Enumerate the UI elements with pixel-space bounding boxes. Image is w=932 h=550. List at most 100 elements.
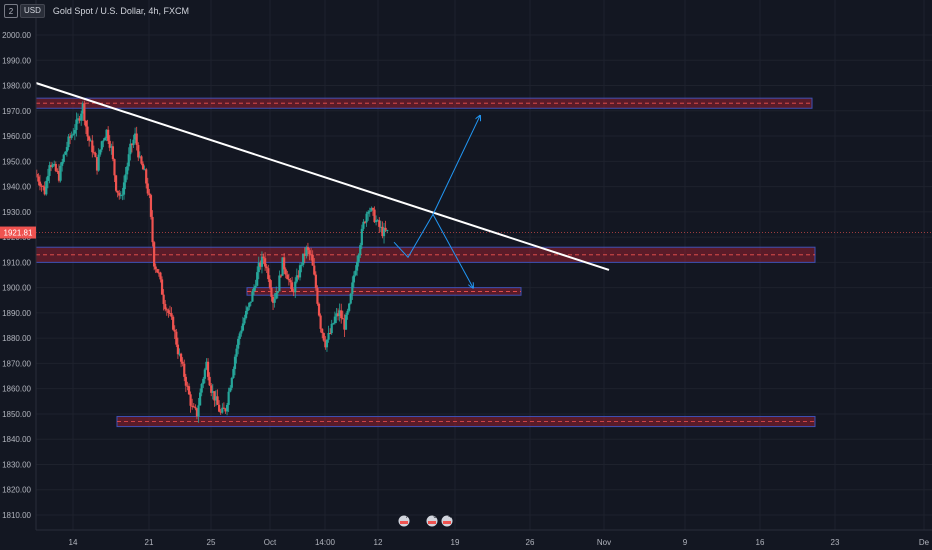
candle-body	[363, 221, 367, 223]
x-tick-label: 19	[451, 538, 460, 547]
candle-body	[37, 176, 40, 182]
candle-body	[373, 209, 376, 223]
candle-body	[135, 133, 138, 146]
candle-body	[205, 361, 208, 370]
candle-body	[46, 175, 49, 181]
candle-body	[92, 152, 95, 154]
candle-body	[172, 316, 175, 330]
candle-body	[273, 298, 276, 303]
support-resistance-zones	[35, 97, 816, 428]
candle-body	[230, 377, 233, 388]
candle-body	[248, 302, 251, 308]
candle-body	[89, 140, 92, 142]
candle-body	[252, 287, 256, 292]
candle-body	[321, 328, 324, 334]
y-tick-label: 1840.00	[2, 435, 31, 444]
candle-body	[305, 247, 308, 256]
candle-body	[75, 119, 78, 130]
candle-body	[168, 312, 172, 314]
candle-body	[259, 262, 262, 267]
price-badge-bg	[0, 226, 36, 239]
candle-body	[49, 165, 53, 167]
candle-body	[370, 208, 373, 211]
candle-body	[160, 279, 164, 295]
y-axis: 2000.00 1990.00 1980.00 1970.00 1960.00 1950.…	[0, 0, 37, 530]
candle-body	[97, 154, 100, 171]
candle-body	[375, 220, 378, 223]
candle-body	[278, 275, 281, 292]
candle-body	[40, 185, 43, 187]
candle-body	[191, 405, 194, 407]
candle-body	[165, 309, 168, 311]
candle-body	[341, 318, 344, 320]
candle-body	[325, 339, 329, 348]
candle-body	[349, 293, 352, 304]
x-tick-label: 9	[683, 538, 688, 547]
candle-body	[138, 156, 141, 158]
candle-body	[330, 323, 333, 334]
candle-body	[265, 266, 268, 269]
candle-body	[121, 194, 124, 196]
y-tick-label: 1880.00	[2, 334, 31, 343]
scale-icon[interactable]: 2	[4, 4, 18, 18]
candle-body	[124, 174, 127, 183]
candle-body	[292, 291, 295, 293]
candle-body	[94, 152, 97, 158]
y-tick-label: 1950.00	[2, 157, 31, 166]
candle-body	[309, 254, 313, 256]
candle-body	[327, 333, 330, 340]
candle-body	[153, 242, 156, 267]
candle-body	[186, 385, 189, 387]
candle-body	[249, 301, 252, 303]
candle-body	[313, 265, 316, 275]
candle-body	[164, 304, 167, 310]
candle-body	[148, 193, 151, 196]
candle-body	[133, 133, 137, 140]
candle-body	[284, 269, 287, 275]
candle-body	[254, 285, 257, 288]
y-tick-label: 1990.00	[2, 56, 31, 65]
candle-body	[271, 296, 275, 303]
candle-body	[251, 291, 254, 302]
candle-body	[132, 139, 135, 146]
candle-body	[297, 275, 300, 278]
candle-body	[83, 103, 86, 121]
candle-body	[376, 220, 379, 222]
x-tick-label: 26	[526, 538, 535, 547]
candle-body	[260, 256, 264, 267]
candle-body	[61, 161, 64, 166]
candle-body	[367, 211, 370, 214]
y-tick-label: 1940.00	[2, 183, 31, 192]
x-tick-label: 16	[756, 538, 765, 547]
candle-body	[289, 280, 292, 283]
x-tick-label: Nov	[597, 538, 611, 547]
candle-body	[335, 313, 338, 317]
candle-body	[279, 275, 283, 277]
candle-body	[308, 250, 311, 255]
candle-body	[237, 338, 240, 349]
candle-body	[200, 384, 203, 393]
candle-body	[151, 216, 154, 243]
candle-body	[368, 210, 371, 212]
candle-body	[302, 253, 305, 265]
candle-body	[54, 163, 57, 171]
candle-body	[42, 185, 45, 187]
candle-body	[268, 279, 271, 288]
candle-body	[73, 129, 76, 134]
candle-body	[199, 392, 202, 406]
candle-body	[283, 257, 286, 270]
candle-body	[95, 157, 99, 171]
candle-body	[65, 147, 69, 152]
candle-body	[206, 361, 210, 377]
candle-body	[332, 323, 335, 325]
candle-body	[344, 314, 348, 330]
candle-body	[146, 183, 149, 194]
candle-body	[287, 279, 291, 281]
candle-body	[107, 129, 110, 141]
candle-body	[76, 118, 80, 120]
currency-badge[interactable]: USD	[20, 4, 45, 18]
candle-body	[195, 408, 199, 417]
y-tick-label: 1910.00	[2, 258, 31, 267]
candle-body	[222, 407, 225, 409]
